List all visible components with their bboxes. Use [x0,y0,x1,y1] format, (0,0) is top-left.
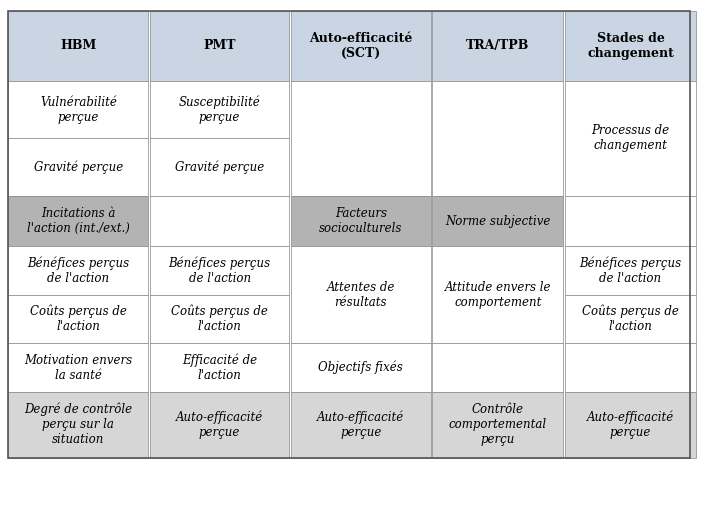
Bar [432,81,563,196]
Bar [432,196,563,246]
Bar [8,246,148,295]
Bar [8,81,148,138]
Text: Bénéfices perçus
de l'action: Bénéfices perçus de l'action [169,257,270,285]
Text: Contrôle
comportemental
perçu: Contrôle comportemental perçu [449,403,546,446]
Bar [8,11,148,81]
Bar [8,295,148,343]
Bar [565,392,696,458]
Bar [8,392,148,458]
Bar [432,246,563,343]
Text: Objectifs fixés: Objectifs fixés [318,361,403,374]
Bar [150,343,289,392]
Bar [565,295,696,343]
Text: Bénéfices perçus
de l'action: Bénéfices perçus de l'action [580,257,681,285]
Bar [150,295,289,343]
Bar [8,196,148,246]
Bar [565,11,696,81]
Text: HBM: HBM [60,39,97,53]
Text: Coûts perçus de
l'action: Coûts perçus de l'action [30,305,127,333]
Text: Gravité perçue: Gravité perçue [34,161,123,174]
Bar [150,138,289,196]
Bar [291,81,431,196]
Text: Auto-efficacité
(SCT): Auto-efficacité (SCT) [309,32,412,60]
Text: Auto-efficacité
perçue: Auto-efficacité perçue [317,411,405,439]
Text: Auto-efficacité
perçue: Auto-efficacité perçue [176,411,263,439]
Text: Incitations à
l'action (int./ext.): Incitations à l'action (int./ext.) [27,207,130,235]
Bar [565,196,696,246]
Text: Attentes de
résultats: Attentes de résultats [327,281,395,309]
Bar [150,196,289,246]
Text: Stades de
changement: Stades de changement [587,32,674,60]
Text: Gravité perçue: Gravité perçue [175,161,264,174]
Bar [565,343,696,392]
Bar [432,343,563,392]
Bar [291,246,431,343]
Text: PMT: PMT [203,39,236,53]
Bar [150,392,289,458]
Bar [432,392,563,458]
Text: Facteurs
socioculturels: Facteurs socioculturels [319,207,402,235]
Text: Degré de contrôle
perçu sur la
situation: Degré de contrôle perçu sur la situation [24,403,133,446]
Text: Bénéfices perçus
de l'action: Bénéfices perçus de l'action [28,257,129,285]
Bar [565,81,696,196]
Bar [291,392,431,458]
Bar [565,246,696,295]
Bar [150,81,289,138]
Text: Susceptibilité
perçue: Susceptibilité perçue [179,95,261,124]
Text: Norme subjective: Norme subjective [445,215,551,228]
Bar [8,343,148,392]
Text: Auto-efficacité
perçue: Auto-efficacité perçue [587,411,674,439]
Bar [8,11,690,458]
Bar [432,11,563,81]
Text: Coûts perçus de
l'action: Coûts perçus de l'action [171,305,268,333]
Text: Attitude envers le
comportement: Attitude envers le comportement [445,281,551,309]
Text: Motivation envers
la santé: Motivation envers la santé [24,354,133,382]
Bar [291,11,431,81]
Text: Vulnérabilité
perçue: Vulnérabilité perçue [40,95,116,124]
Text: Efficacité de
l'action: Efficacité de l'action [182,354,257,382]
Bar [291,196,431,246]
Bar [8,138,148,196]
Bar [150,11,289,81]
Bar [291,343,431,392]
Text: Processus de
changement: Processus de changement [592,124,669,153]
Text: Coûts perçus de
l'action: Coûts perçus de l'action [582,305,679,333]
Text: TRA/TPB: TRA/TPB [466,39,530,53]
Bar [150,246,289,295]
